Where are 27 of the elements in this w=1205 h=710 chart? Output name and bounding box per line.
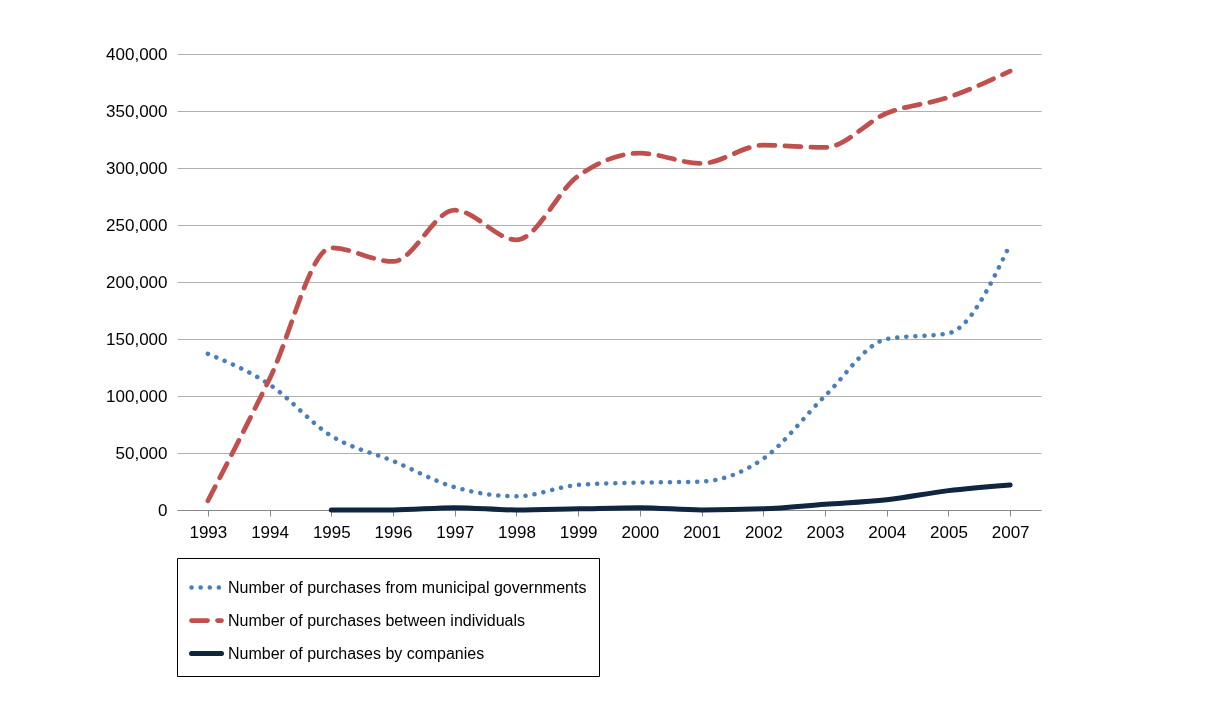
- x-tick-label: 2005: [930, 522, 968, 542]
- x-tick-label: 2001: [683, 522, 721, 542]
- y-tick-label: 300,000: [106, 158, 168, 178]
- y-tick-label: 400,000: [106, 44, 168, 64]
- y-tick-label: 200,000: [106, 272, 168, 292]
- x-tick-label: 1995: [312, 522, 351, 542]
- legend-label: Number of purchases between individuals: [228, 611, 526, 629]
- x-tick-label: 2002: [744, 522, 783, 542]
- x-tick-label: 2003: [806, 522, 845, 542]
- x-tick-label: 1993: [189, 522, 228, 542]
- y-tick-label: 150,000: [106, 329, 168, 349]
- legend-label: Number of purchases from municipal governments: [228, 578, 587, 596]
- x-tick-label: 1994: [251, 522, 289, 542]
- y-tick-label: 50,000: [115, 443, 168, 463]
- x-tick-label: 2004: [868, 522, 907, 542]
- x-tick-label: 2000: [621, 522, 660, 542]
- y-tick-label: 100,000: [106, 386, 168, 406]
- y-tick-label: 0: [158, 500, 168, 520]
- legend-label: Number of purchases by companies: [228, 644, 485, 662]
- x-tick-label: 2007: [991, 522, 1030, 542]
- x-tick-label: 1996: [374, 522, 413, 542]
- x-tick-label: 1998: [498, 522, 536, 542]
- x-tick-label: 1997: [436, 522, 475, 542]
- x-tick-label: 1999: [559, 522, 598, 542]
- y-tick-label: 350,000: [106, 101, 168, 121]
- y-tick-label: 250,000: [106, 215, 168, 235]
- line-series: [205, 68, 1013, 504]
